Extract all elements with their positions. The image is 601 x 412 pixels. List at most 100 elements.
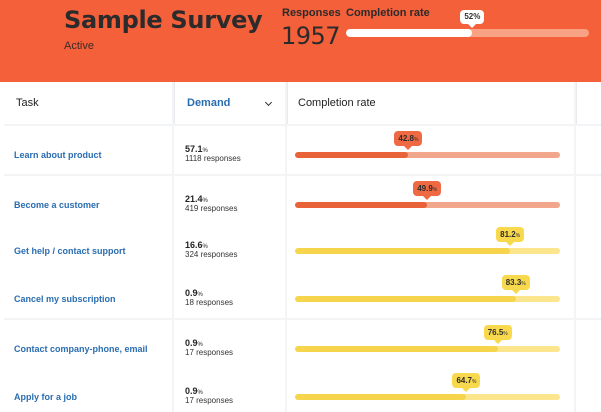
demand-percent-unit: %	[197, 342, 203, 348]
extra-cell	[576, 222, 601, 270]
task-cell: Learn about product	[4, 126, 172, 174]
column-header-extra	[576, 82, 601, 124]
completion-rate-value: 42.8	[398, 134, 414, 143]
completion-rate-unit: %	[413, 137, 419, 143]
demand-percent-unit: %	[197, 390, 203, 396]
completion-rate-badge: 52%	[460, 10, 485, 28]
demand-percent-value: 21.4	[185, 194, 203, 204]
tasks-table: Task Demand Completion rate Learn about …	[4, 82, 601, 412]
extra-cell	[576, 270, 601, 318]
demand-percent: 16.6%	[185, 240, 208, 250]
completion-cell: 42.8%	[287, 126, 574, 174]
completion-rate-fill	[295, 248, 511, 254]
completion-rate-unit: %	[472, 379, 477, 385]
completion-rate-badge: 64.7%	[452, 373, 481, 392]
completion-rate-bar	[295, 346, 560, 352]
completion-rate-badge: 76.5%	[483, 325, 512, 344]
column-header-demand-label: Demand	[187, 97, 231, 109]
demand-percent-unit: %	[202, 148, 208, 154]
response-count: 324 responses	[185, 250, 238, 259]
response-count: 419 responses	[185, 204, 238, 213]
task-cell: Cancel my subscription	[4, 270, 172, 318]
column-header-demand[interactable]: Demand	[174, 82, 285, 124]
demand-percent: 0.9%	[185, 288, 203, 298]
completion-rate-fill	[295, 152, 409, 158]
completion-rate-value: 81.2	[500, 230, 516, 239]
chevron-down-icon[interactable]	[264, 98, 273, 107]
demand-cell: 0.9% 17 responses	[174, 368, 285, 412]
column-header-completion-rate: Completion rate	[287, 82, 574, 124]
demand-percent-value: 0.9	[185, 386, 198, 396]
completion-rate-bar	[295, 296, 560, 302]
completion-rate-unit: %	[515, 233, 521, 239]
demand-cell: 21.4% 419 responses	[174, 176, 285, 224]
completion-rate-badge: 42.8%	[394, 131, 423, 150]
task-link[interactable]: Learn about product	[14, 150, 102, 160]
extra-cell	[576, 368, 601, 412]
demand-percent-unit: %	[197, 292, 203, 298]
completion-rate-value: 49.9	[417, 184, 433, 193]
task-cell: Become a customer	[4, 176, 172, 224]
survey-title: Sample Survey	[64, 6, 263, 34]
completion-rate-bar	[295, 152, 560, 158]
completion-rate-fill	[295, 202, 428, 208]
task-link[interactable]: Get help / contact support	[14, 246, 126, 256]
completion-rate-bar	[295, 394, 560, 400]
column-header-task: Task	[4, 82, 172, 124]
response-count: 17 responses	[185, 348, 234, 357]
completion-rate-badge: 49.9%	[413, 181, 442, 200]
response-count: 17 responses	[185, 396, 234, 405]
completion-rate-value: 76.5	[487, 328, 504, 337]
demand-percent: 0.9%	[185, 386, 203, 396]
response-count: 18 responses	[185, 298, 234, 307]
survey-header: Sample Survey Active Responses 1957 Comp…	[0, 0, 601, 82]
demand-cell: 0.9% 17 responses	[174, 320, 285, 368]
demand-cell: 57.1% 1118 responses	[174, 126, 285, 174]
completion-cell: 81.2%	[287, 222, 574, 270]
completion-cell: 76.5%	[287, 320, 574, 368]
table-row[interactable]: Get help / contact support 16.6% 324 respo…	[4, 222, 601, 270]
demand-percent-value: 16.6	[185, 240, 203, 250]
task-link[interactable]: Contact company-phone, email	[14, 344, 148, 354]
completion-rate-fill	[346, 29, 473, 37]
task-link[interactable]: Become a customer	[14, 200, 100, 210]
completion-rate-unit: %	[432, 187, 438, 193]
demand-percent-value: 0.9	[185, 338, 198, 348]
task-cell: Get help / contact support	[4, 222, 172, 270]
task-cell: Apply for a job	[4, 368, 172, 412]
completion-cell: 49.9%	[287, 176, 574, 224]
completion-rate-fill	[295, 296, 516, 302]
demand-percent-unit: %	[202, 244, 208, 250]
completion-rate-badge: 81.2%	[496, 227, 525, 246]
completion-cell: 83.3%	[287, 270, 574, 318]
response-count: 1118 responses	[185, 154, 241, 163]
completion-rate-value: 83.3	[505, 278, 522, 287]
demand-percent-unit: %	[202, 198, 208, 204]
completion-rate-unit: %	[521, 281, 526, 287]
task-link[interactable]: Cancel my subscription	[14, 294, 116, 304]
completion-rate-fill	[295, 394, 467, 400]
table-row[interactable]: Learn about product 57.1% 1118 responses 42…	[4, 126, 601, 174]
extra-cell	[576, 320, 601, 368]
table-row[interactable]: Become a customer 21.4% 419 responses 49.9%	[4, 176, 601, 224]
extra-cell	[576, 176, 601, 224]
completion-rate-fill	[295, 346, 498, 352]
completion-rate-bar	[346, 29, 589, 37]
responses-label: Responses	[282, 7, 341, 19]
table-row[interactable]: Apply for a job 0.9% 17 responses 64.7%	[4, 368, 601, 412]
completion-rate-value: 64.7	[456, 376, 473, 385]
demand-cell: 16.6% 324 responses	[174, 222, 285, 270]
completion-rate-badge: 83.3%	[501, 275, 530, 294]
completion-rate-label: Completion rate	[346, 7, 430, 19]
completion-rate-unit: %	[503, 331, 508, 337]
extra-cell	[576, 126, 601, 174]
demand-percent: 0.9%	[185, 338, 203, 348]
task-cell: Contact company-phone, email	[4, 320, 172, 368]
survey-status: Active	[64, 40, 94, 52]
table-row[interactable]: Contact company-phone, email 0.9% 17 respo…	[4, 320, 601, 368]
completion-rate-bar	[295, 202, 560, 208]
task-link[interactable]: Apply for a job	[14, 392, 77, 402]
completion-cell: 64.7%	[287, 368, 574, 412]
completion-rate-bar	[295, 248, 560, 254]
table-row[interactable]: Cancel my subscription 0.9% 18 responses 83…	[4, 270, 601, 318]
